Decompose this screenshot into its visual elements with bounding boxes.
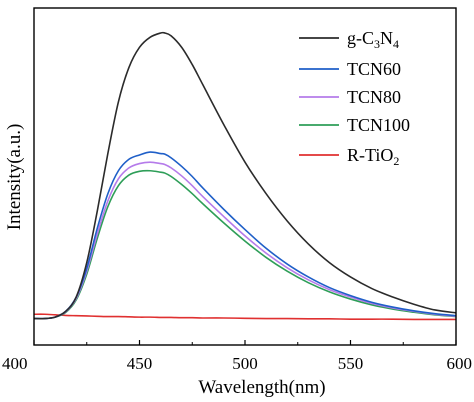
plot-lines bbox=[33, 31, 457, 321]
legend-label: TCN80 bbox=[347, 87, 401, 107]
legend-label: R-TiO2 bbox=[347, 145, 399, 168]
x-axis-ticks: 400 450 500 550 600 bbox=[2, 340, 472, 373]
x-axis-title: Wavelength(nm) bbox=[198, 377, 325, 398]
y-axis-title: Intensity(a.u.) bbox=[4, 124, 25, 231]
x-tick-label: 450 bbox=[127, 354, 153, 373]
legend-label: TCN60 bbox=[347, 59, 401, 79]
x-tick-label: 600 bbox=[447, 354, 473, 373]
legend-label: TCN100 bbox=[347, 115, 410, 135]
series-line-tcn60 bbox=[33, 151, 457, 320]
series-line-g-c3n4 bbox=[33, 31, 457, 320]
series-line-tcn100 bbox=[33, 169, 457, 320]
legend: g-C3N4 TCN60 TCN80 TCN100 R-TiO2 bbox=[299, 28, 410, 168]
x-tick-label: 550 bbox=[338, 354, 364, 373]
x-tick-label: 500 bbox=[232, 354, 258, 373]
series-line-tcn80 bbox=[33, 161, 457, 320]
x-tick-label: 400 bbox=[2, 354, 28, 373]
series-line-r-tio2 bbox=[33, 313, 456, 321]
legend-label: g-C3N4 bbox=[347, 28, 399, 51]
